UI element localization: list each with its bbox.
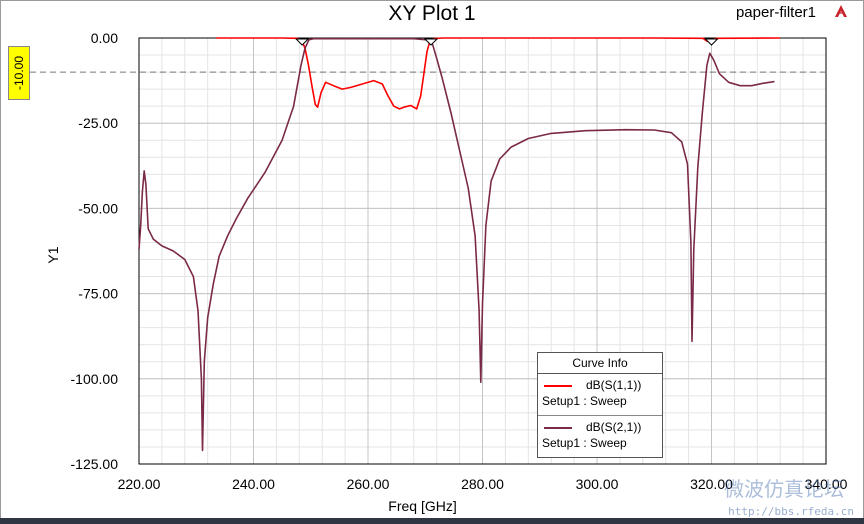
x-tick-label: 260.00 — [347, 476, 390, 492]
marker-triangle — [704, 38, 719, 46]
legend-item-name: dB(S(2,1)) — [586, 420, 642, 434]
x-tick-label: 300.00 — [576, 476, 619, 492]
y-tick-label: -50.00 — [78, 200, 118, 216]
y-tick-label: -75.00 — [78, 286, 118, 302]
y-tick-label: -125.00 — [71, 456, 119, 472]
curve-info-legend[interactable]: Curve Info dB(S(1,1)) Setup1 : Sweep dB(… — [537, 352, 663, 458]
series-line-s21 — [138, 37, 775, 452]
y-axis-label: Y1 — [45, 246, 61, 263]
legend-swatch-s11 — [544, 385, 572, 387]
x-tick-label: 320.00 — [690, 476, 733, 492]
legend-item-setup: Setup1 : Sweep — [542, 436, 627, 450]
series-line-s11 — [216, 37, 781, 110]
y-tick-label: -100.00 — [71, 371, 119, 387]
x-tick-label: 240.00 — [232, 476, 275, 492]
legend-item-s11[interactable]: dB(S(1,1)) Setup1 : Sweep — [538, 374, 662, 416]
plot-title: XY Plot 1 — [388, 2, 476, 25]
window-bottom-strip — [0, 518, 864, 524]
legend-item-setup: Setup1 : Sweep — [542, 394, 627, 408]
x-tick-label: 220.00 — [118, 476, 161, 492]
marker-triangle — [423, 38, 439, 46]
x-tick-label: 280.00 — [461, 476, 504, 492]
ansys-logo-icon — [835, 5, 847, 17]
reference-line-label[interactable]: -10.00 — [8, 46, 30, 100]
y-tick-label: -25.00 — [78, 115, 118, 131]
legend-title: Curve Info — [538, 353, 662, 374]
marker-triangle — [294, 38, 310, 46]
y-tick-label: 0.00 — [91, 30, 118, 46]
legend-swatch-s21 — [544, 427, 572, 429]
x-tick-label: 340.00 — [805, 476, 848, 492]
legend-item-s21[interactable]: dB(S(2,1)) Setup1 : Sweep — [538, 416, 662, 457]
legend-item-name: dB(S(1,1)) — [586, 378, 642, 392]
watermark-cn: 微波仿真论坛 — [724, 477, 844, 501]
project-name: paper-filter1 — [735, 4, 816, 21]
watermark-url: http://bbs.rfeda.cn — [728, 505, 854, 518]
x-axis-label: Freq [GHz] — [388, 498, 456, 514]
